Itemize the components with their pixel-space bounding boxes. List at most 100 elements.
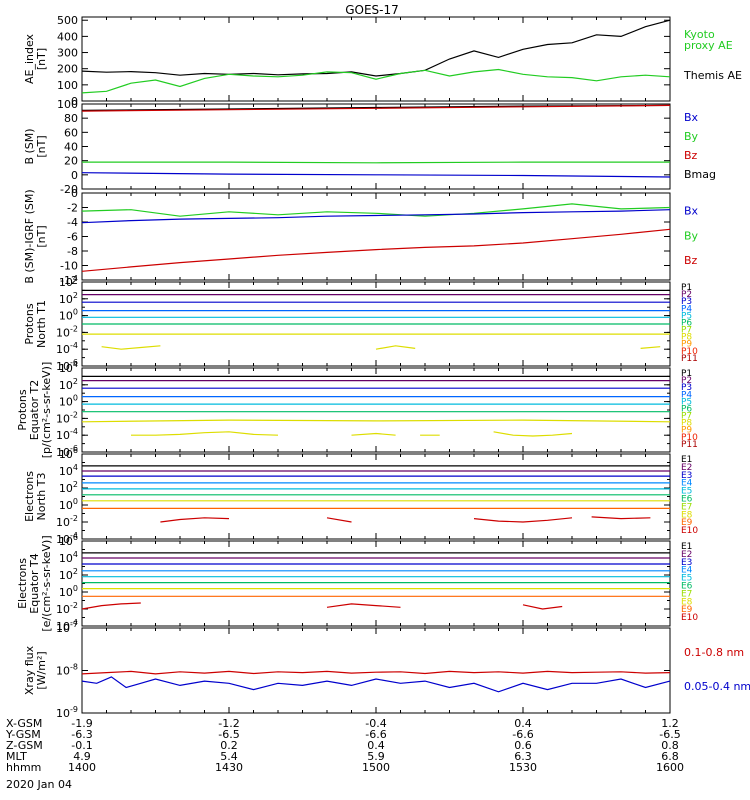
panel-bigrf: -12-10 -8-6 -4-2 0 B (SM)-IGRF (SM)[nT] Bx By B… [23,187,699,287]
y-tick-label: 106 [59,446,78,461]
x-row-value: -6.5 [218,728,239,741]
series-line-by [81,203,671,217]
y-tick-label: 40 [64,141,78,154]
legend-e6: E6 [681,582,693,592]
x-row-value: -0.1 [71,739,92,752]
panel-frame [81,540,671,627]
series-line-bx [81,209,671,224]
y-tick-label: 104 [59,550,78,565]
x-row-value: -6.5 [659,728,680,741]
legend-bz: Bz [684,254,698,267]
y-tick-label: 100 [57,98,78,111]
legend-p8: P8 [681,333,692,343]
legend-e1: E1 [681,455,692,465]
x-row-value: -6.6 [512,728,533,741]
legend-e3: E3 [681,471,692,481]
series-line-p7 [81,419,671,423]
y-tick-label: 10-6 [56,358,78,373]
legend-e5: E5 [681,574,692,584]
legend-p11: P11 [681,440,698,450]
y-tick-label: 60 [64,126,78,139]
legend-bz: Bz [684,149,698,162]
panel-frame [81,192,671,281]
series-line-themis-ae [81,19,671,77]
legend-p4: P4 [681,304,692,314]
legend-p4: P4 [681,390,692,400]
legend-by: By [684,130,699,143]
series-line-p8b [375,345,416,350]
y-tick-label: 100 [59,584,78,599]
x-row-value: 5.9 [367,750,385,763]
y-tick-label: 100 [57,79,78,92]
series-line-kyoto-proxy-ae [81,68,671,94]
series-line-e10c [473,517,573,523]
x-row-value: -1.9 [71,717,92,730]
x-row-value: 1600 [656,761,684,774]
x-row-value: 0.4 [514,717,532,730]
legend-p3: P3 [681,383,692,393]
legend-e9: E9 [681,518,693,528]
legend-p6: P6 [681,318,692,328]
y-axis-label: ElectronsEquator T4[e/(cm²-s-sr-keV)] [16,535,53,631]
series-line-p8 [101,345,161,350]
series-line-0-05-0-4-nm [81,676,671,693]
legend-bx: Bx [684,204,699,217]
legend-e10: E10 [681,526,698,536]
legend-p10: P10 [681,433,698,443]
y-axis-label: B (SM)-IGRF (SM)[nT] [23,189,48,283]
legend-p2: P2 [681,290,692,300]
legend-p7: P7 [681,412,692,422]
legend-bx: Bx [684,111,699,124]
legend-e1: E1 [681,542,692,552]
legend-e2: E2 [681,463,692,473]
series-line-p8 [131,431,279,436]
legend-p9: P9 [681,340,692,350]
legend-e6: E6 [681,495,693,505]
y-tick-label: 10-4 [56,427,78,442]
legend-p8: P8 [681,419,692,429]
series-line-p8c [640,346,661,349]
y-tick-label: -10 [60,260,78,273]
x-row-value: 1400 [68,761,96,774]
series-line-0-1-0-8-nm [81,670,671,675]
series-line-e10a [81,602,141,610]
legend-0-1-0-8-nm: 0.1-0.8 nm [684,646,744,659]
y-axis-label: ProtonsEquator T2[p/(cm²-s-sr-keV)] [16,362,53,459]
x-row-value: -6.3 [71,728,92,741]
legend-p9: P9 [681,426,692,436]
y-axis-label: ElectronsNorth T3 [23,471,48,522]
x-axis-labels: X-GSM -1.9 -1.2 -0.4 0.4 1.2 Y-GSM -6.3 -6.5 -6.6… [5,717,684,774]
y-tick-label: 300 [57,47,78,60]
legend-e7: E7 [681,502,692,512]
legend-e2: E2 [681,550,692,560]
x-row-value: 1530 [509,761,537,774]
y-tick-label: 80 [64,112,78,125]
y-axis-label: Xray flux[W/m²] [23,645,48,695]
legend-p1: P1 [681,369,692,379]
series-line-bx [81,172,671,178]
y-tick-label: 100 [59,308,78,323]
panel-frame [81,453,671,540]
y-axis-label: AE_index[nT] [23,33,48,84]
y-tick-label: 106 [59,533,78,548]
y-tick-label: -12 [60,274,78,287]
x-row-label-y-gsm: Y-GSM [5,728,41,741]
legend-e8: E8 [681,510,693,520]
series-line-p8d [493,431,573,437]
y-tick-label: 104 [59,274,78,289]
y-tick-label: 10-2 [56,410,78,425]
legend-p7: P7 [681,326,692,336]
x-row-label-x-gsm: X-GSM [6,717,42,730]
legend-p6: P6 [681,404,692,414]
y-tick-label: -20 [60,183,78,196]
date-label: 2020 Jan 04 [6,778,72,791]
legend-p5: P5 [681,397,692,407]
legend-p5: P5 [681,311,692,321]
y-tick-label: 10-4 [56,531,78,546]
legend-p11: P11 [681,354,698,364]
y-tick-label: 102 [59,567,78,582]
